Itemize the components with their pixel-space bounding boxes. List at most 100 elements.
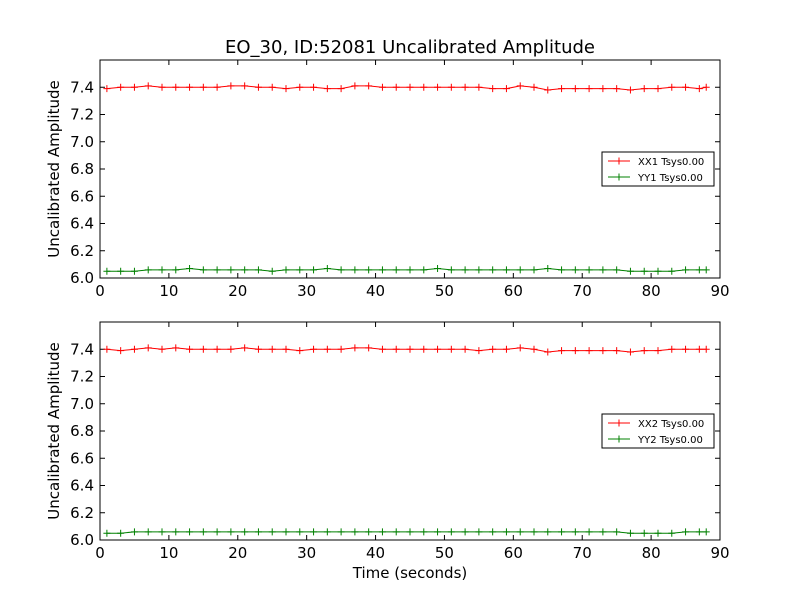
data-point xyxy=(502,345,510,353)
data-point xyxy=(158,345,166,353)
data-point xyxy=(117,347,125,355)
legend: XX2 Tsys0.00 YY2 Tsys0.00 xyxy=(601,413,715,449)
data-point xyxy=(241,266,249,274)
data-point xyxy=(227,528,235,536)
data-point xyxy=(130,83,138,91)
data-point xyxy=(337,528,345,536)
data-point xyxy=(702,345,710,353)
data-point xyxy=(296,83,304,91)
data-point xyxy=(475,266,483,274)
x-tick-label: 70 xyxy=(573,282,592,300)
data-point xyxy=(172,528,180,536)
x-tick-label: 20 xyxy=(228,544,247,562)
data-point xyxy=(695,266,703,274)
data-point xyxy=(406,266,414,274)
data-point xyxy=(489,266,497,274)
data-point xyxy=(626,529,634,537)
x-tick-label: 20 xyxy=(228,282,247,300)
data-point xyxy=(213,83,221,91)
data-point xyxy=(351,344,359,352)
data-point xyxy=(447,345,455,353)
data-point xyxy=(544,348,552,356)
legend-label: YY1 Tsys0.00 xyxy=(637,173,703,184)
data-point xyxy=(530,83,538,91)
data-point xyxy=(186,345,194,353)
data-point xyxy=(130,345,138,353)
y-tick-label: 7.2 xyxy=(70,368,94,386)
data-point xyxy=(640,267,648,275)
data-point xyxy=(365,266,373,274)
data-point xyxy=(516,82,524,90)
data-point xyxy=(461,83,469,91)
data-point xyxy=(227,82,235,90)
data-point xyxy=(502,528,510,536)
chart-panel-1: 0 10 20 30 40 50 60 70 80 90 6.0 6.2 6.4 6.6 6.8 7.0 7.2… xyxy=(45,37,730,300)
data-point xyxy=(296,347,304,355)
data-point xyxy=(585,85,593,93)
x-tick-label: 50 xyxy=(435,544,454,562)
x-tick-label: 30 xyxy=(297,544,316,562)
data-point xyxy=(392,345,400,353)
data-point xyxy=(682,83,690,91)
data-point xyxy=(585,347,593,355)
data-point xyxy=(502,85,510,93)
data-point xyxy=(434,264,442,272)
y-tick-label: 6.2 xyxy=(70,242,94,260)
data-point xyxy=(558,528,566,536)
data-point xyxy=(117,267,125,275)
x-tick-label: 50 xyxy=(435,282,454,300)
x-tick-label: 10 xyxy=(159,544,178,562)
data-point xyxy=(682,528,690,536)
data-point xyxy=(447,528,455,536)
x-tick-label: 80 xyxy=(642,282,661,300)
data-point xyxy=(130,267,138,275)
data-point xyxy=(351,82,359,90)
data-point xyxy=(626,267,634,275)
data-point xyxy=(310,528,318,536)
legend-box xyxy=(601,151,715,187)
data-point xyxy=(558,85,566,93)
data-point xyxy=(668,345,676,353)
data-point xyxy=(144,82,152,90)
data-point xyxy=(585,528,593,536)
data-point xyxy=(199,83,207,91)
y-tick-label: 6.2 xyxy=(70,504,94,522)
data-point xyxy=(310,83,318,91)
data-point xyxy=(130,528,138,536)
data-point xyxy=(558,347,566,355)
x-tick-label: 70 xyxy=(573,544,592,562)
data-point xyxy=(365,528,373,536)
data-point xyxy=(323,345,331,353)
data-point xyxy=(213,266,221,274)
data-point xyxy=(502,266,510,274)
data-point xyxy=(434,345,442,353)
data-point xyxy=(117,529,125,537)
data-point xyxy=(172,266,180,274)
data-point xyxy=(337,266,345,274)
y-tick-label: 7.2 xyxy=(70,106,94,124)
data-point xyxy=(599,266,607,274)
data-point xyxy=(158,528,166,536)
data-point xyxy=(186,83,194,91)
data-point xyxy=(282,85,290,93)
data-point xyxy=(702,83,710,91)
data-point xyxy=(378,345,386,353)
data-point xyxy=(378,266,386,274)
data-point xyxy=(530,266,538,274)
data-point xyxy=(599,85,607,93)
data-point xyxy=(268,345,276,353)
data-point xyxy=(516,344,524,352)
data-point xyxy=(420,266,428,274)
x-tick-label: 40 xyxy=(366,544,385,562)
data-point xyxy=(392,528,400,536)
data-point xyxy=(585,266,593,274)
data-point xyxy=(365,344,373,352)
x-tick-label: 0 xyxy=(95,282,105,300)
y-tick-label: 7.0 xyxy=(70,395,94,413)
data-point xyxy=(640,347,648,355)
y-tick-label: 6.6 xyxy=(70,449,94,467)
x-tick-label: 60 xyxy=(504,544,523,562)
y-tick-label: 7.4 xyxy=(70,340,94,358)
data-point xyxy=(310,345,318,353)
